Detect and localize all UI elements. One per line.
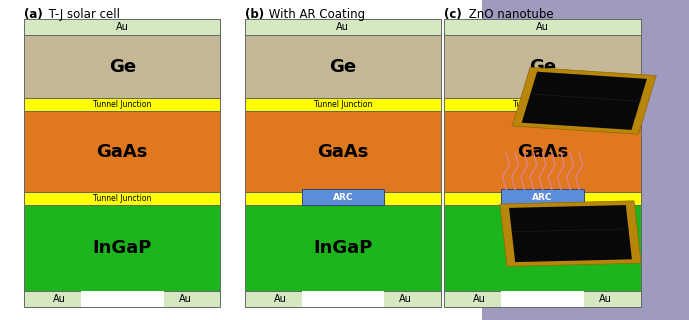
Bar — [502, 291, 584, 307]
Text: Ge: Ge — [109, 58, 136, 76]
Text: GaAs: GaAs — [96, 143, 148, 161]
Polygon shape — [513, 68, 656, 134]
Bar — [245, 192, 441, 205]
Polygon shape — [522, 72, 647, 130]
Bar — [245, 291, 441, 307]
Text: Ge: Ge — [329, 58, 356, 76]
Text: GaAs: GaAs — [517, 143, 568, 161]
Text: InGaP: InGaP — [92, 239, 152, 257]
Text: InGaP: InGaP — [513, 239, 573, 257]
Bar — [444, 192, 641, 205]
Text: ARC: ARC — [533, 193, 553, 202]
Text: (c): (c) — [444, 8, 462, 21]
Bar — [245, 205, 441, 291]
Text: Au: Au — [53, 294, 66, 304]
Bar — [444, 99, 641, 111]
Text: Tunnel Junction: Tunnel Junction — [313, 194, 372, 203]
Bar — [24, 99, 220, 111]
Bar — [302, 189, 384, 205]
Text: Au: Au — [178, 294, 192, 304]
Text: Au: Au — [399, 294, 412, 304]
Bar — [24, 19, 220, 35]
Bar — [482, 0, 689, 320]
Bar — [245, 19, 441, 35]
Text: With AR Coating: With AR Coating — [265, 8, 365, 21]
Bar — [245, 99, 441, 111]
Bar — [502, 189, 584, 205]
Polygon shape — [509, 205, 632, 262]
Text: Tunnel Junction: Tunnel Junction — [513, 100, 572, 109]
Bar — [245, 111, 441, 192]
Text: GaAs: GaAs — [317, 143, 369, 161]
Text: Au: Au — [536, 22, 549, 32]
Text: (b): (b) — [245, 8, 264, 21]
Bar — [444, 291, 641, 307]
Bar — [444, 35, 641, 99]
Text: Tunnel Junction: Tunnel Junction — [513, 194, 572, 203]
Bar — [24, 291, 220, 307]
Polygon shape — [500, 201, 641, 266]
Text: Tunnel Junction: Tunnel Junction — [93, 194, 152, 203]
Text: Ge: Ge — [529, 58, 556, 76]
Bar — [444, 19, 641, 35]
Text: Tunnel Junction: Tunnel Junction — [313, 100, 372, 109]
Bar — [24, 205, 220, 291]
Text: ZnO nanotube: ZnO nanotube — [465, 8, 554, 21]
Text: Au: Au — [274, 294, 287, 304]
Text: InGaP: InGaP — [313, 239, 373, 257]
Text: Au: Au — [473, 294, 486, 304]
Bar — [24, 35, 220, 99]
Text: Au: Au — [336, 22, 349, 32]
Text: Au: Au — [599, 294, 612, 304]
Bar — [245, 35, 441, 99]
Bar — [444, 111, 641, 192]
Text: Au: Au — [116, 22, 129, 32]
Text: (a): (a) — [24, 8, 43, 21]
Text: ARC: ARC — [333, 193, 353, 202]
Bar — [24, 192, 220, 205]
Bar — [302, 291, 384, 307]
Bar — [81, 291, 163, 307]
Bar — [444, 205, 641, 291]
Text: T-J solar cell: T-J solar cell — [45, 8, 120, 21]
Text: Tunnel Junction: Tunnel Junction — [93, 100, 152, 109]
Bar — [24, 111, 220, 192]
